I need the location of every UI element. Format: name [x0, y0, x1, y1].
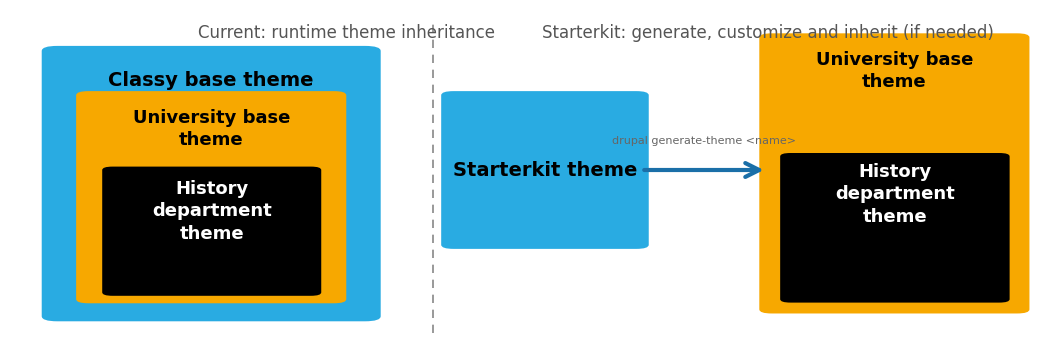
- Text: Current: runtime theme inheritance: Current: runtime theme inheritance: [198, 24, 495, 42]
- FancyBboxPatch shape: [780, 153, 1010, 303]
- FancyBboxPatch shape: [42, 46, 381, 321]
- Text: History
department
theme: History department theme: [152, 180, 271, 243]
- Text: drupal generate-theme <name>: drupal generate-theme <name>: [612, 136, 796, 146]
- FancyBboxPatch shape: [759, 33, 1029, 313]
- FancyBboxPatch shape: [76, 91, 346, 303]
- Text: History
department
theme: History department theme: [835, 163, 954, 226]
- Text: Classy base theme: Classy base theme: [108, 71, 314, 90]
- Text: Starterkit theme: Starterkit theme: [453, 160, 637, 180]
- FancyBboxPatch shape: [102, 167, 321, 296]
- FancyBboxPatch shape: [441, 91, 649, 249]
- Text: Starterkit: generate, customize and inherit (if needed): Starterkit: generate, customize and inhe…: [542, 24, 994, 42]
- Text: University base
theme: University base theme: [816, 51, 973, 91]
- Text: University base
theme: University base theme: [132, 109, 290, 149]
